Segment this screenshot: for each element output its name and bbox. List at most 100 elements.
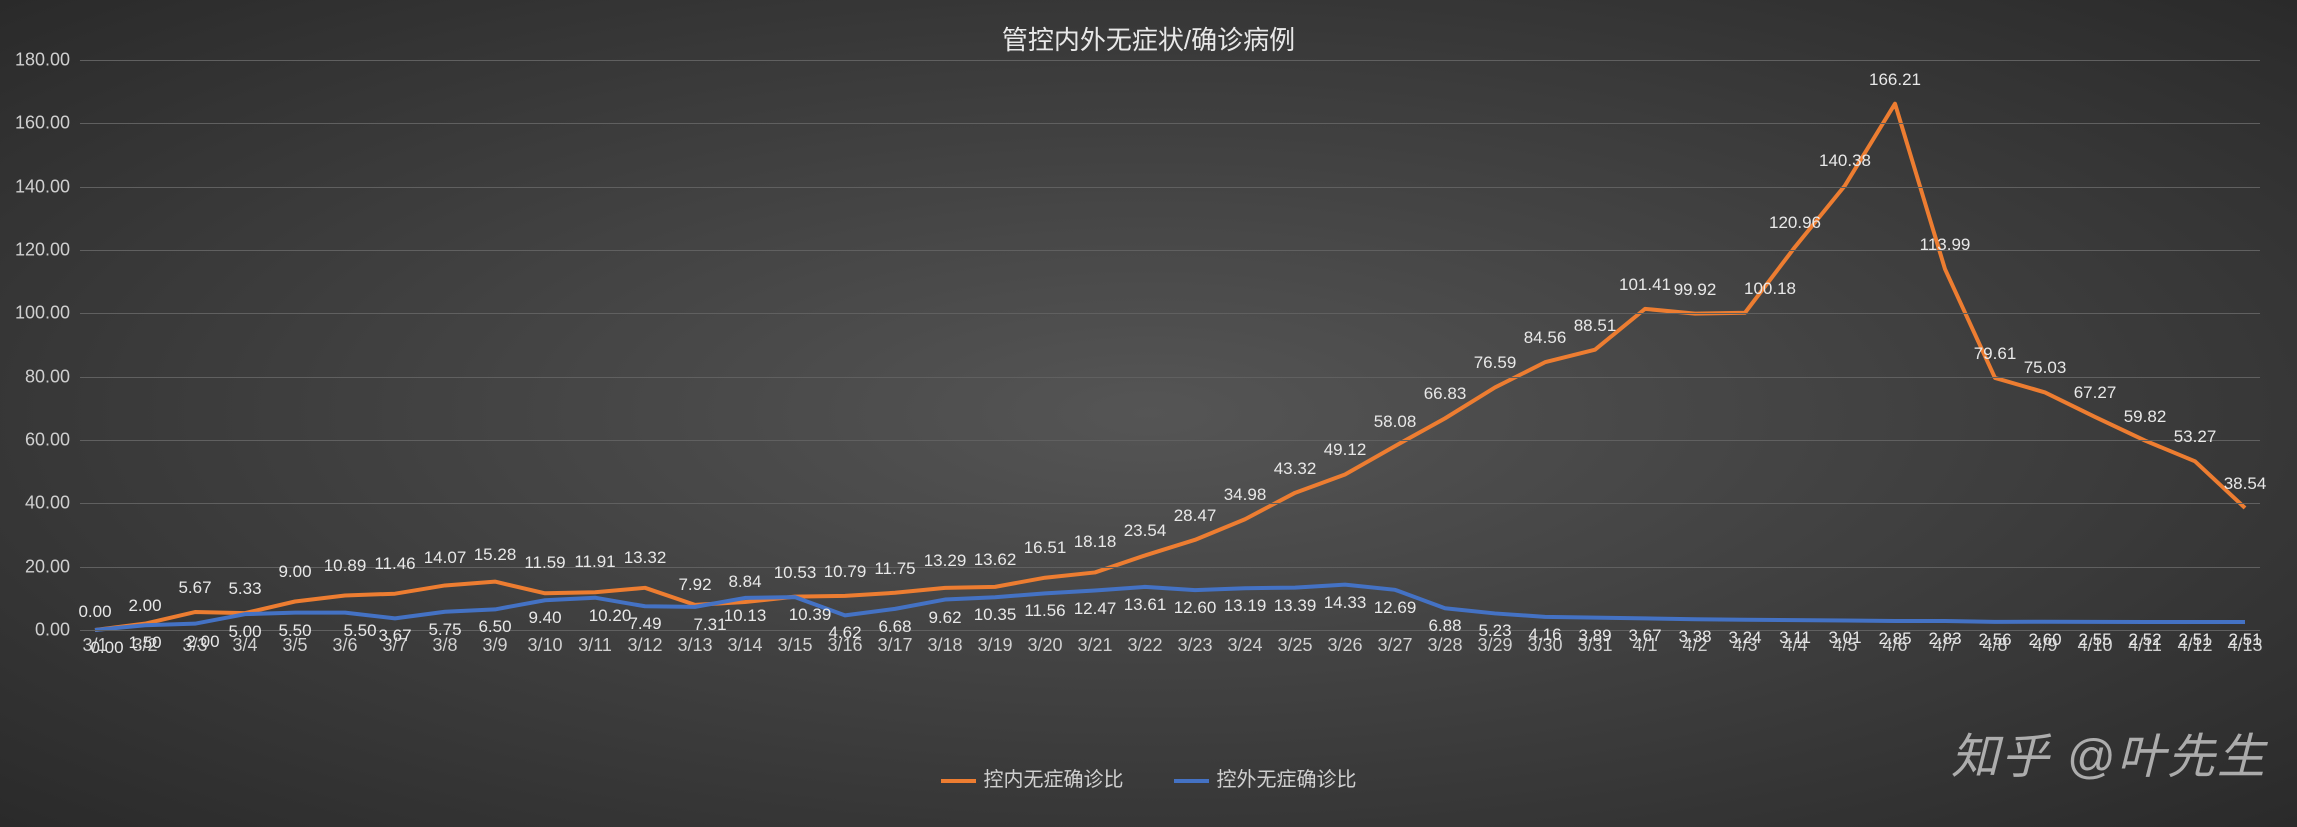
data-label: 3.67 bbox=[378, 626, 411, 646]
data-label: 2.83 bbox=[1928, 629, 1961, 649]
x-axis-label: 3/27 bbox=[1377, 635, 1412, 656]
data-label: 66.83 bbox=[1424, 384, 1467, 404]
legend-swatch bbox=[1174, 779, 1209, 783]
data-label: 5.50 bbox=[343, 621, 376, 641]
data-label: 6.88 bbox=[1428, 616, 1461, 636]
x-axis-label: 3/17 bbox=[877, 635, 912, 656]
data-label: 11.46 bbox=[374, 554, 415, 574]
data-label: 2.00 bbox=[128, 596, 161, 616]
data-label: 11.75 bbox=[874, 559, 915, 579]
gridline bbox=[80, 440, 2260, 441]
y-axis-label: 120.00 bbox=[0, 240, 70, 261]
y-axis-label: 80.00 bbox=[0, 366, 70, 387]
data-label: 13.61 bbox=[1124, 595, 1167, 615]
data-label: 34.98 bbox=[1224, 485, 1267, 505]
y-axis-label: 100.00 bbox=[0, 303, 70, 324]
data-label: 12.69 bbox=[1374, 598, 1417, 618]
gridline bbox=[80, 123, 2260, 124]
line-chart: 管控内外无症状/确诊病例 0.00 20.00 40.00 60.00 80.00 100… bbox=[0, 0, 2297, 827]
data-label: 13.32 bbox=[624, 548, 667, 568]
data-label: 67.27 bbox=[2074, 383, 2117, 403]
data-label: 2.60 bbox=[2028, 630, 2061, 650]
x-axis-label: 3/22 bbox=[1127, 635, 1162, 656]
x-axis-label: 3/10 bbox=[527, 635, 562, 656]
data-label: 11.59 bbox=[524, 553, 565, 573]
data-label: 23.54 bbox=[1124, 521, 1167, 541]
data-label: 15.28 bbox=[474, 545, 517, 565]
data-label: 5.00 bbox=[228, 622, 261, 642]
data-label: 79.61 bbox=[1974, 344, 2017, 364]
data-label: 99.92 bbox=[1674, 280, 1717, 300]
data-label: 140.38 bbox=[1819, 151, 1871, 171]
data-label: 4.16 bbox=[1528, 625, 1561, 645]
data-label: 13.19 bbox=[1224, 596, 1267, 616]
data-label: 18.18 bbox=[1074, 532, 1117, 552]
data-label: 10.39 bbox=[789, 605, 832, 625]
data-label: 10.89 bbox=[324, 556, 367, 576]
legend-label: 控内无症确诊比 bbox=[984, 769, 1124, 791]
data-label: 7.92 bbox=[678, 575, 711, 595]
data-label: 2.51 bbox=[2178, 630, 2211, 650]
x-axis-label: 3/15 bbox=[777, 635, 812, 656]
data-label: 14.07 bbox=[424, 548, 467, 568]
x-axis-label: 3/26 bbox=[1327, 635, 1362, 656]
data-label: 3.24 bbox=[1728, 628, 1761, 648]
data-label: 10.13 bbox=[724, 606, 767, 626]
data-label: 6.50 bbox=[478, 617, 511, 637]
chart-svg bbox=[80, 60, 2260, 630]
data-label: 2.85 bbox=[1878, 629, 1911, 649]
data-label: 5.50 bbox=[278, 621, 311, 641]
data-label: 9.62 bbox=[928, 608, 961, 628]
data-label: 12.47 bbox=[1074, 599, 1117, 619]
y-axis-label: 40.00 bbox=[0, 493, 70, 514]
data-label: 28.47 bbox=[1174, 506, 1217, 526]
x-axis-label: 3/28 bbox=[1427, 635, 1462, 656]
data-label: 49.12 bbox=[1324, 440, 1367, 460]
data-label: 4.62 bbox=[828, 623, 861, 643]
data-label: 88.51 bbox=[1574, 316, 1617, 336]
data-label: 166.21 bbox=[1869, 70, 1921, 90]
data-label: 101.41 bbox=[1619, 275, 1671, 295]
data-label: 13.39 bbox=[1274, 596, 1317, 616]
x-axis-label: 3/11 bbox=[578, 635, 612, 656]
gridline bbox=[80, 377, 2260, 378]
data-label: 84.56 bbox=[1524, 328, 1567, 348]
data-label: 7.31 bbox=[693, 615, 726, 635]
data-label: 113.99 bbox=[1920, 235, 1971, 255]
data-label: 11.56 bbox=[1024, 601, 1065, 621]
gridline bbox=[80, 503, 2260, 504]
data-label: 9.00 bbox=[278, 562, 311, 582]
x-axis-label: 3/24 bbox=[1227, 635, 1262, 656]
data-label: 16.51 bbox=[1024, 538, 1067, 558]
y-axis-label: 140.00 bbox=[0, 176, 70, 197]
data-label: 13.62 bbox=[974, 550, 1017, 570]
chart-title: 管控内外无症状/确诊病例 bbox=[0, 20, 2297, 57]
data-label: 76.59 bbox=[1474, 353, 1517, 373]
x-axis-label: 3/25 bbox=[1277, 635, 1312, 656]
data-label: 10.79 bbox=[824, 562, 867, 582]
y-axis-label: 20.00 bbox=[0, 556, 70, 577]
data-label: 5.67 bbox=[178, 578, 211, 598]
data-label: 7.49 bbox=[628, 614, 661, 634]
data-label: 2.52 bbox=[2128, 630, 2161, 650]
data-label: 0.00 bbox=[90, 638, 123, 658]
data-label: 14.33 bbox=[1324, 593, 1367, 613]
gridline bbox=[80, 313, 2260, 314]
x-axis-label: 3/9 bbox=[482, 635, 507, 656]
data-label: 100.18 bbox=[1744, 279, 1796, 299]
y-axis-label: 60.00 bbox=[0, 430, 70, 451]
data-label: 43.32 bbox=[1274, 459, 1317, 479]
data-label: 59.82 bbox=[2124, 407, 2167, 427]
data-label: 3.89 bbox=[1578, 626, 1611, 646]
data-label: 2.55 bbox=[2078, 630, 2111, 650]
data-label: 120.96 bbox=[1769, 213, 1821, 233]
x-axis-label: 3/14 bbox=[727, 635, 762, 656]
data-label: 0.00 bbox=[78, 602, 111, 622]
data-label: 5.75 bbox=[428, 620, 461, 640]
x-axis-label: 3/18 bbox=[927, 635, 962, 656]
x-axis-label: 3/19 bbox=[977, 635, 1012, 656]
data-label: 5.23 bbox=[1478, 621, 1511, 641]
data-label: 2.51 bbox=[2228, 630, 2261, 650]
gridline bbox=[80, 60, 2260, 61]
data-label: 38.54 bbox=[2224, 474, 2267, 494]
